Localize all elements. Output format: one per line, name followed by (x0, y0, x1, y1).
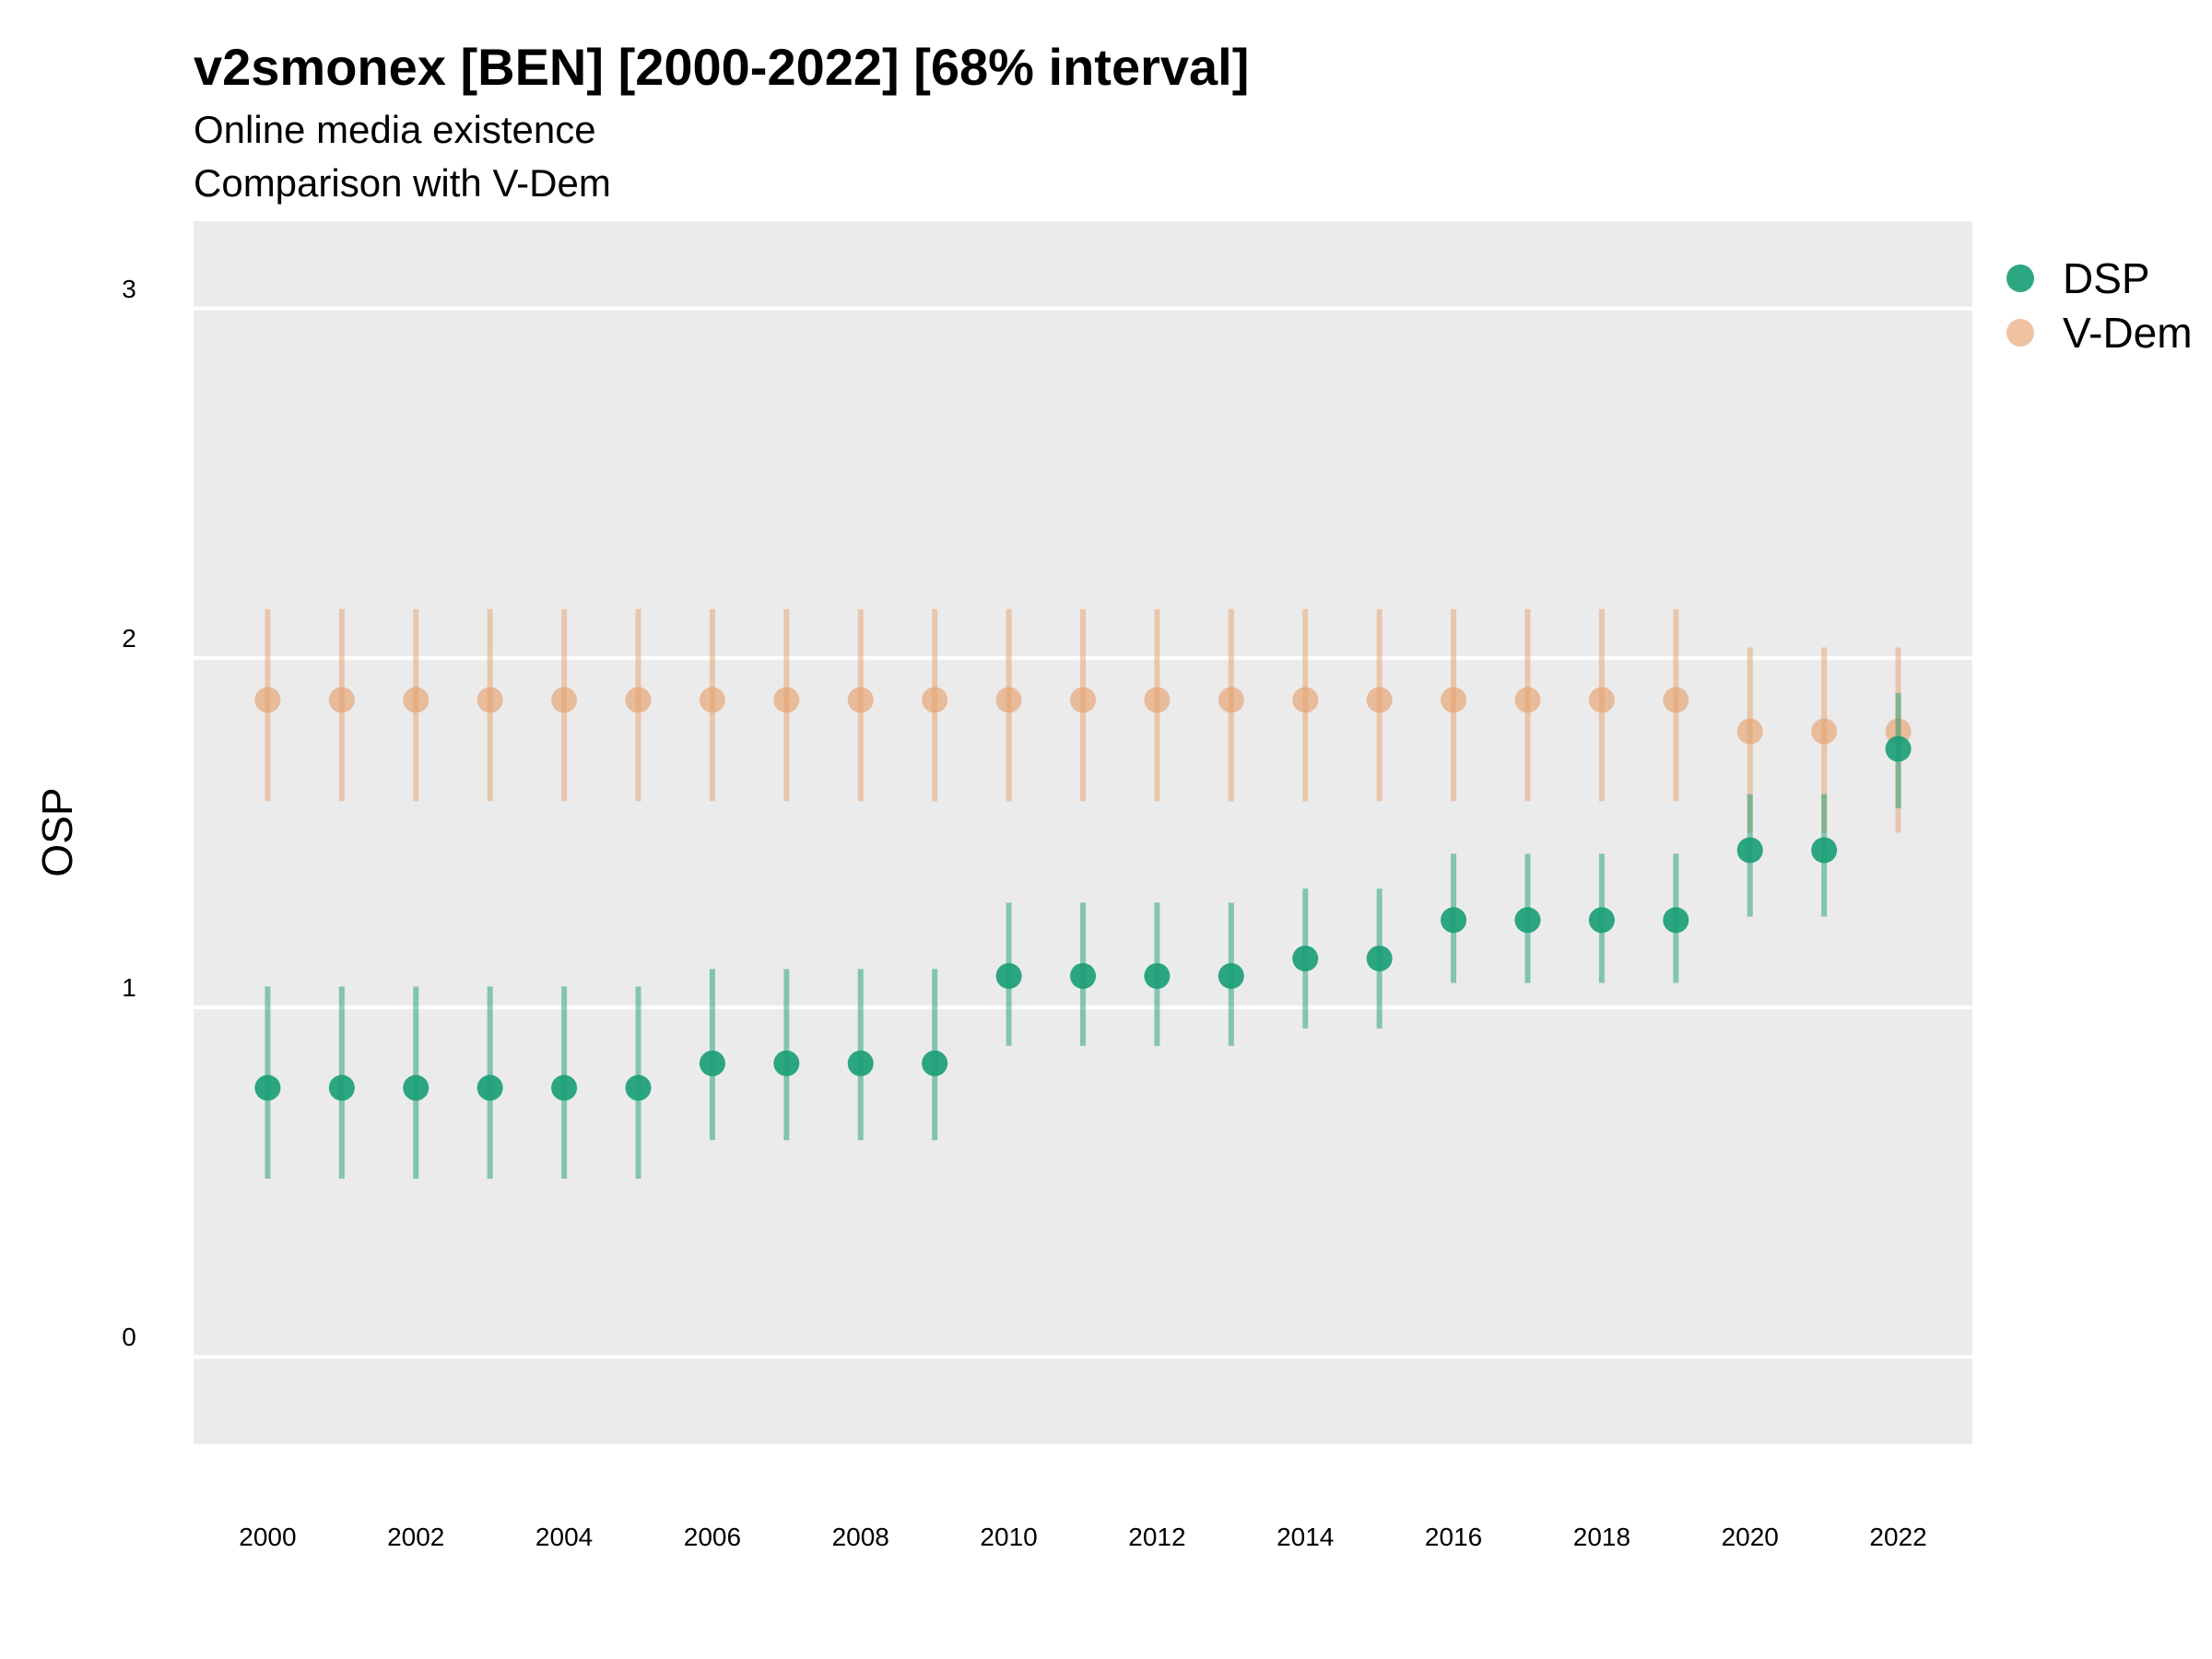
data-point (1144, 687, 1171, 713)
data-point (773, 687, 800, 713)
legend-key-dsp (2006, 265, 2034, 292)
legend-key-v-dem (2006, 319, 2034, 347)
data-point (1218, 962, 1244, 989)
x-tick-label: 2002 (387, 1523, 444, 1551)
data-point (1885, 735, 1912, 762)
y-tick-label: 1 (122, 973, 136, 1002)
data-point (995, 962, 1022, 989)
data-point (1366, 687, 1393, 713)
data-point (328, 687, 355, 713)
data-point (1663, 907, 1689, 934)
data-point (699, 687, 725, 713)
data-point (1070, 687, 1096, 713)
y-tick-label: 3 (122, 275, 136, 303)
data-point (403, 687, 429, 713)
x-tick-label: 2014 (1277, 1523, 1334, 1551)
legend-label: DSP (2063, 254, 2150, 302)
data-point (254, 1075, 281, 1101)
data-point (1736, 837, 1763, 864)
y-axis-ticks: 0 1 2 3 (122, 275, 136, 1351)
x-tick-label: 2018 (1573, 1523, 1630, 1551)
x-tick-label: 2016 (1425, 1523, 1482, 1551)
x-tick-label: 2006 (684, 1523, 741, 1551)
data-point (1292, 945, 1319, 971)
data-point (625, 687, 652, 713)
data-point (1663, 687, 1689, 713)
data-point (1292, 687, 1319, 713)
data-point (699, 1050, 725, 1077)
data-point (847, 1050, 874, 1077)
y-axis-title: OSP (33, 787, 81, 877)
data-point (254, 687, 281, 713)
x-tick-label: 2010 (980, 1523, 1037, 1551)
data-point (1144, 962, 1171, 989)
data-point (773, 1050, 800, 1077)
legend-label: V-Dem (2063, 309, 2193, 357)
data-point (477, 687, 503, 713)
data-point (1514, 907, 1541, 934)
data-point (922, 687, 948, 713)
y-tick-label: 0 (122, 1323, 136, 1351)
data-point (1811, 837, 1838, 864)
data-point (403, 1075, 429, 1101)
y-tick-label: 2 (122, 624, 136, 653)
data-point (551, 1075, 578, 1101)
data-point (847, 687, 874, 713)
data-point (1070, 962, 1096, 989)
gridlines (157, 306, 1972, 1359)
data-point (922, 1050, 948, 1077)
series-v-dem (254, 608, 1912, 833)
data-point (1736, 718, 1763, 745)
x-tick-label: 2012 (1128, 1523, 1185, 1551)
data-point (1441, 687, 1467, 713)
data-point (1441, 907, 1467, 934)
data-point (328, 1075, 355, 1101)
data-point (551, 687, 578, 713)
data-point (477, 1075, 503, 1101)
chart-subtitle-2: Comparison with V-Dem (194, 161, 611, 205)
x-tick-label: 2000 (239, 1523, 296, 1551)
data-point (1366, 945, 1393, 971)
data-point (1514, 687, 1541, 713)
chart-subtitle-1: Online media existence (194, 108, 596, 151)
data-point (1588, 907, 1615, 934)
plot-panel (194, 221, 1972, 1444)
x-tick-label: 2022 (1869, 1523, 1926, 1551)
x-tick-label: 2008 (832, 1523, 889, 1551)
data-series (254, 608, 1912, 1179)
data-point (995, 687, 1022, 713)
data-point (625, 1075, 652, 1101)
x-axis-ticks: 2000 2002 2004 2006 2008 2010 2012 2014 2016 2018… (239, 1523, 1926, 1551)
legend: DSP V-Dem (2006, 254, 2193, 357)
x-tick-label: 2004 (535, 1523, 593, 1551)
data-point (1811, 718, 1838, 745)
x-tick-label: 2020 (1722, 1523, 1779, 1551)
data-point (1218, 687, 1244, 713)
data-point (1588, 687, 1615, 713)
chart-title: v2smonex [BEN] [2000-2022] [68% interval… (194, 38, 1249, 96)
series-dsp (254, 692, 1912, 1179)
